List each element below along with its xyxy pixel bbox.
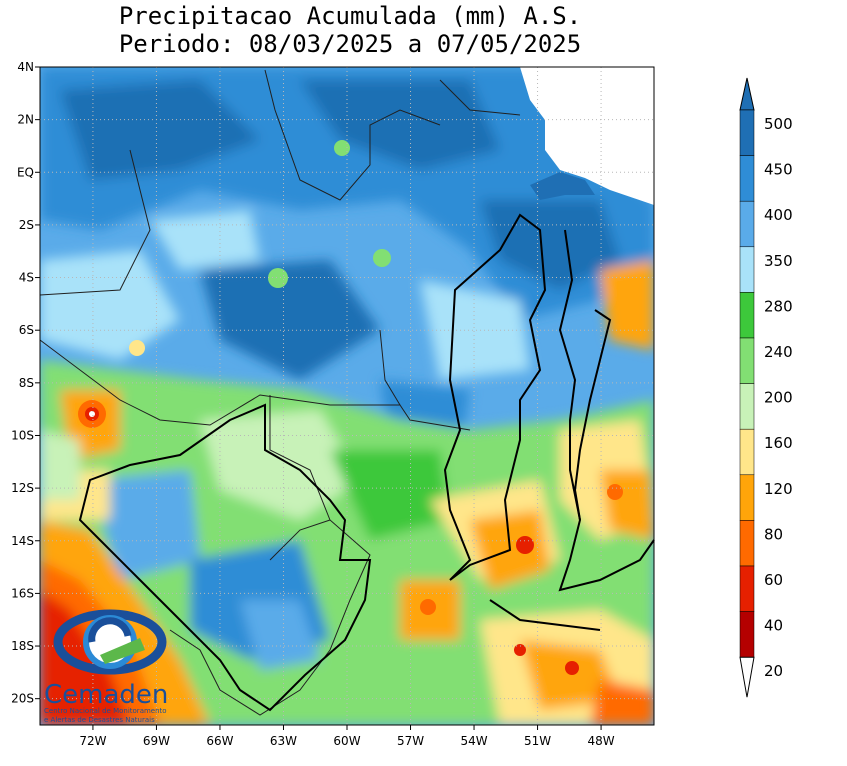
colorbar-label: 80 [764,525,783,543]
map-title: Precipitacao Acumulada (mm) A.S. [118,2,582,30]
colorbar-label: 20 [764,662,783,680]
colorbar-label: 500 [764,115,793,133]
lat-tick-label: 2N [17,113,34,127]
colorbar-label: 40 [764,617,783,635]
colorbar-top-arrow [739,77,755,111]
lat-tick-label: 10S [11,428,34,442]
graticule [40,66,654,725]
colorbar-segment [739,200,755,248]
colorbar-label: 120 [764,480,793,498]
colorbar-segment [739,383,755,430]
country-borders [39,69,521,716]
colorbar-bottom-arrow [739,656,755,698]
lat-tick-label: EQ [17,165,34,179]
colorbar-segment [739,246,755,293]
lat-tick-label: 8S [19,376,34,390]
colorbar-label: 400 [764,206,793,224]
state-borders [78,213,655,712]
lon-tick-label: 63W [270,734,297,748]
lon-tick-label: 69W [143,734,170,748]
colorbar-label: 450 [764,161,793,179]
lat-tick-label: 20S [11,692,34,706]
colorbar-segment [739,520,755,567]
lon-tick-label: 51W [524,734,551,748]
cemaden-logo: Cemaden Centro Nacional de Monitoramento… [44,609,168,724]
colorbar-segment [739,474,755,521]
colorbar-segment [739,155,755,202]
lon-tick-label: 54W [460,734,487,748]
lat-tick-label: 6S [19,323,34,337]
colorbar-segment [739,109,755,156]
colorbar: 500 450 400 350 280 240 200 160 120 80 60 40 20 [739,77,793,698]
colorbar-label: 240 [764,343,793,361]
logo-name: Cemaden [44,680,168,710]
lat-tick-label: 18S [11,639,34,653]
lon-tick-label: 60W [333,734,360,748]
colorbar-label: 200 [764,389,793,407]
lat-tick-label: 16S [11,586,34,600]
lon-tick-label: 48W [587,734,614,748]
lon-tick-label: 66W [206,734,233,748]
colorbar-segment [739,565,755,612]
lat-tick-label: 12S [11,481,34,495]
lat-tick-label: 2S [19,218,34,232]
colorbar-label: 350 [764,252,793,270]
colorbar-label: 160 [764,434,793,452]
lat-tick-label: 14S [11,534,34,548]
lon-tick-label: 57W [397,734,424,748]
latitude-axis: 4N 2N EQ 2S 4S 6S 8S 10S 12S 14S 16S 18S 20S [11,60,40,706]
colorbar-segment [739,428,755,476]
colorbar-segment [739,611,755,658]
longitude-axis: 72W 69W 66W 63W 60W 57W 54W 51W 48W [79,725,615,748]
map-period: Periodo: 08/03/2025 a 07/05/2025 [118,30,582,58]
lat-tick-label: 4S [19,271,34,285]
colorbar-label: 60 [764,571,783,589]
colorbar-segment [739,292,755,339]
colorbar-label: 280 [764,297,793,315]
colorbar-segment [739,337,755,384]
lon-tick-label: 72W [79,734,106,748]
logo-subtitle-2: e Alertas de Desastres Naturais [44,716,155,724]
logo-subtitle-1: Centro Nacional de Monitoramento [44,707,167,715]
logo-eye-icon [53,609,167,675]
lat-tick-label: 4N [17,60,34,74]
